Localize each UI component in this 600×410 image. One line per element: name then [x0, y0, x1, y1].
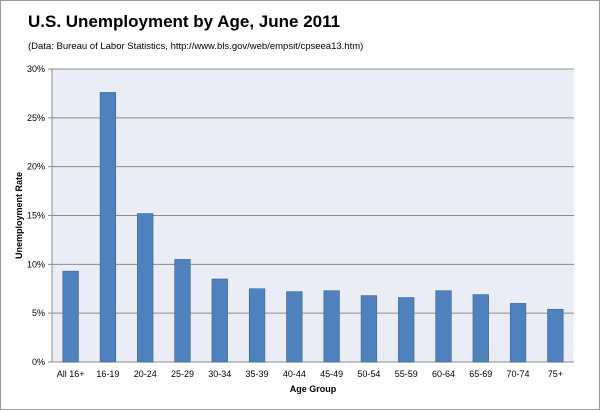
bar-16-19 [99, 92, 117, 363]
bar-60-64 [435, 290, 452, 363]
x-tick-label: 45-49 [320, 369, 343, 379]
x-tick-label: 30-34 [208, 369, 231, 379]
x-tick-label: 20-24 [134, 369, 157, 379]
x-tick-label: All 16+ [57, 369, 85, 379]
bar-25-29 [174, 259, 191, 363]
y-tick-label: 5% [32, 308, 45, 318]
bar-55-59 [398, 297, 415, 363]
bar-45-49 [323, 290, 340, 363]
x-axis-title: Age Group [290, 384, 337, 394]
bar-30-34 [211, 278, 228, 363]
chart-subtitle: (Data: Bureau of Labor Statistics, http:… [28, 41, 364, 52]
x-tick-label: 70-74 [507, 369, 530, 379]
bar-All 16+ [62, 270, 79, 363]
bars [62, 92, 564, 363]
x-tick-label: 25-29 [171, 369, 194, 379]
bar-75+ [547, 308, 564, 363]
y-axis-title: Unemployment Rate [14, 172, 24, 259]
bar-50-54 [360, 295, 378, 363]
x-tick-label: 65-69 [469, 369, 492, 379]
x-tick-labels: All 16+ 16-19 20-24 25-29 30-34 35-39 40-44 45-… [57, 369, 563, 379]
bar-70-74 [509, 303, 527, 363]
x-tick-label: 40-44 [283, 369, 306, 379]
y-tick-label: 25% [27, 113, 45, 123]
x-tick-label: 35-39 [246, 369, 269, 379]
x-tick-label: 55-59 [395, 369, 418, 379]
y-tick-label: 0% [32, 357, 45, 367]
y-tick-label: 10% [27, 259, 45, 269]
bar-35-39 [248, 288, 266, 363]
y-tick-labels: 0% 5% 10% 15% 20% 25% 30% [27, 64, 45, 367]
x-tick-label: 16-19 [96, 369, 119, 379]
x-tick-label: 75+ [548, 369, 563, 379]
y-tick-label: 15% [27, 211, 45, 221]
y-tick-label: 30% [27, 64, 45, 74]
chart-title: U.S. Unemployment by Age, June 2011 [28, 12, 341, 31]
bar-65-69 [472, 294, 489, 363]
bar-40-44 [286, 291, 303, 363]
bar-20-24 [137, 213, 154, 363]
y-tick-label: 20% [27, 162, 45, 172]
x-tick-label: 60-64 [432, 369, 455, 379]
x-tick-label: 50-54 [357, 369, 380, 379]
